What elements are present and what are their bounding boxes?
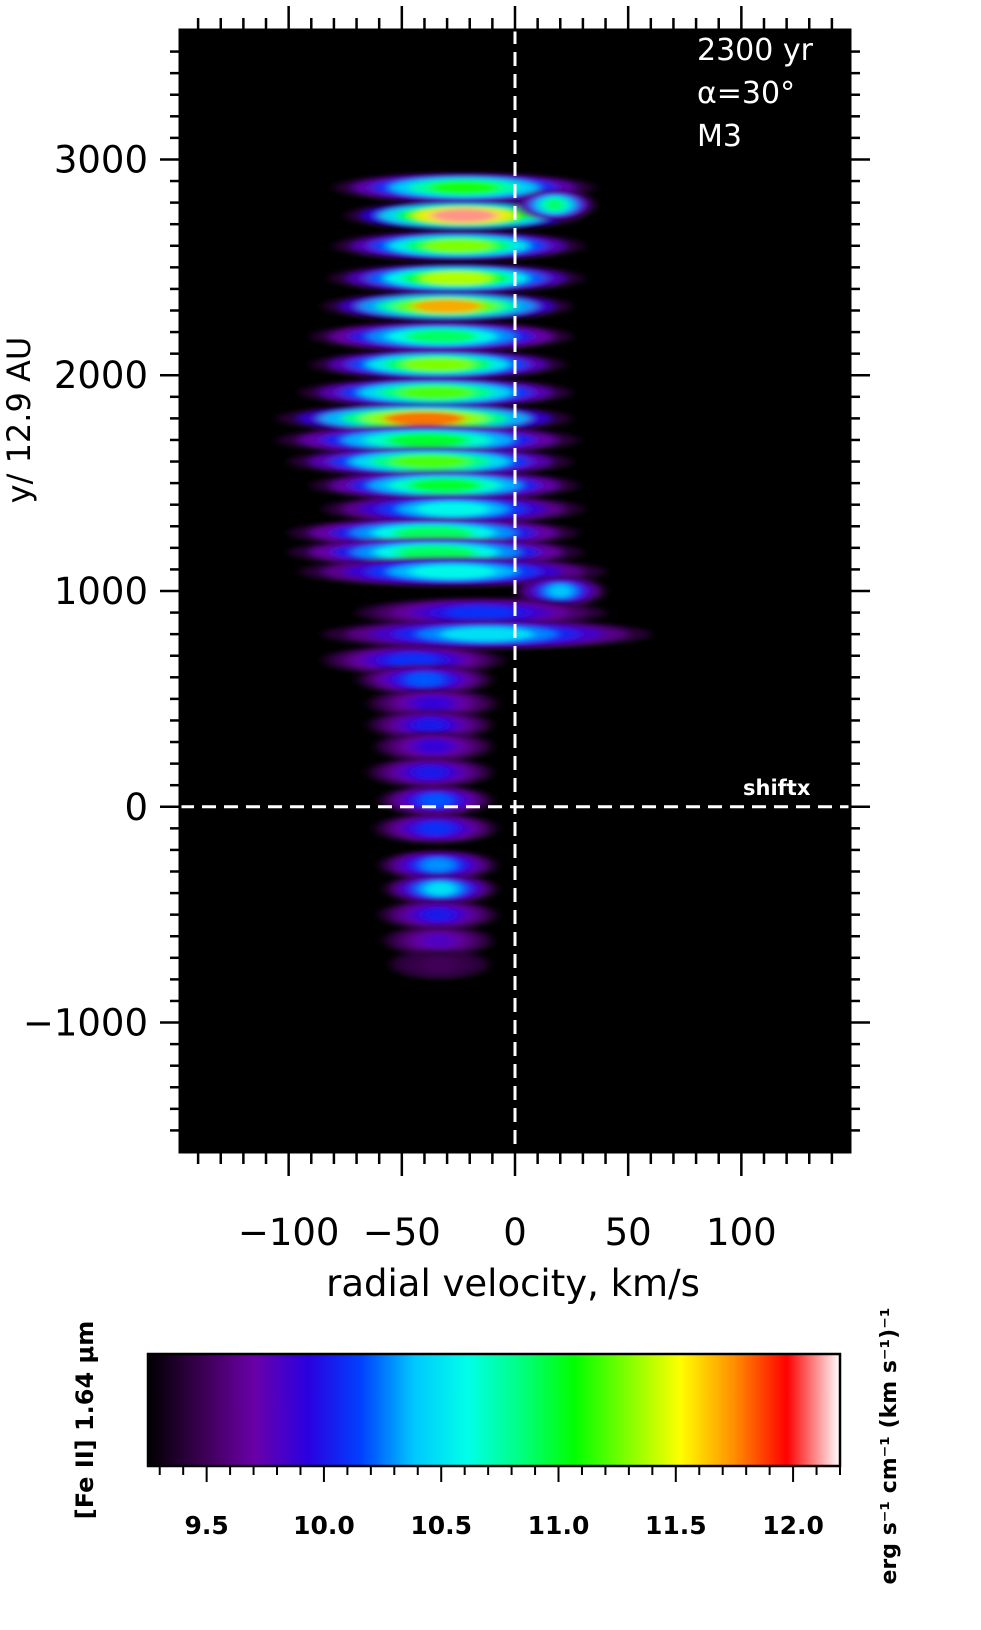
emission-band: [379, 850, 497, 881]
emission-contour: [418, 821, 453, 836]
emission-band: [311, 321, 572, 352]
emission-band: [367, 688, 497, 719]
emission-band: [277, 403, 572, 434]
reference-lines: [180, 30, 850, 1152]
emission-contour: [424, 882, 457, 896]
emission-band: [299, 556, 606, 587]
emission-contour: [430, 208, 498, 223]
emission-contour: [446, 605, 516, 620]
emission-band: [322, 619, 651, 650]
emission-contour: [412, 299, 482, 313]
emission-band: [367, 709, 493, 740]
y-tick-label: 3000: [54, 138, 148, 181]
emission-band: [288, 446, 572, 477]
x-tick-label: −100: [238, 1211, 340, 1254]
emission-contour: [385, 433, 471, 447]
emission-band: [322, 494, 583, 525]
emission-contour: [409, 564, 496, 579]
emission-contour: [422, 933, 454, 948]
emission-band: [311, 470, 579, 501]
colorbar-frame: [146, 1352, 842, 1468]
emission-band: [383, 873, 497, 904]
emission-contour: [440, 627, 533, 641]
emission-contour: [425, 957, 453, 972]
axes: −100 −50 0 50 100 −1000 0 1000 2000 3000: [23, 6, 870, 1254]
shiftx-label: shiftx: [743, 776, 811, 800]
emission-contour: [416, 502, 490, 516]
emission-contour: [397, 385, 474, 400]
colorbar-tick-label: 11.0: [528, 1511, 590, 1540]
emission-band: [379, 785, 493, 816]
emission-contour: [390, 454, 470, 469]
emission-contour: [427, 180, 501, 195]
emission-band: [356, 664, 493, 695]
emission-contour: [419, 793, 452, 808]
y-tick-label: 2000: [54, 354, 148, 397]
colorbar-label-right: erg s⁻¹ cm⁻¹ (km s⁻¹)⁻¹: [877, 1308, 902, 1585]
colorbar-tick-label: 10.5: [410, 1511, 472, 1540]
emission-contour: [412, 765, 448, 779]
emission-band: [515, 189, 595, 220]
emission-contour: [412, 718, 448, 732]
emission-band: [383, 925, 493, 956]
colorbar-tick-label: 10.0: [293, 1511, 355, 1540]
emission-band: [277, 424, 579, 455]
emission-band: [299, 377, 572, 408]
emission-contour: [421, 858, 455, 872]
colorbar-tick-label: 9.5: [184, 1511, 228, 1540]
emission-contour: [387, 653, 439, 667]
emission-contour: [543, 198, 566, 212]
x-tick-label: −50: [363, 1211, 441, 1254]
panel-time: 2300 yr: [697, 33, 814, 68]
emission-band: [374, 731, 493, 762]
emission-contour: [394, 545, 477, 559]
emission-contour: [420, 271, 492, 285]
emission-contour: [383, 411, 466, 426]
colorbar-ticks: 9.5 10.0 10.5 11.0 11.5 12.0: [158, 1466, 841, 1540]
emission-contour: [404, 329, 478, 344]
panel-angle: α=30°: [697, 76, 795, 111]
emission-contour: [402, 357, 474, 372]
emission-layer: [277, 172, 651, 980]
y-tick-label: 0: [124, 786, 148, 829]
y-tick-label: −1000: [23, 1002, 148, 1045]
emission-band: [374, 813, 497, 844]
emission-contour: [407, 478, 483, 493]
emission-band: [515, 576, 606, 606]
colorbar: [148, 1354, 840, 1466]
colorbar-tick-label: 12.0: [762, 1511, 824, 1540]
colorbar-tick-label: 11.5: [645, 1511, 707, 1540]
colorbar-label-left: [Fe II] 1.64 μm: [71, 1321, 99, 1519]
emission-band: [379, 899, 497, 930]
emission-contour: [417, 739, 450, 754]
emission-contour: [547, 584, 573, 598]
emission-contour: [421, 907, 455, 922]
y-tick-label: 1000: [54, 570, 148, 613]
emission-band: [390, 949, 488, 980]
x-axis-title: radial velocity, km/s: [326, 1262, 700, 1305]
panel-model: M3: [697, 119, 742, 154]
emission-band: [311, 349, 565, 380]
x-tick-label: 100: [706, 1211, 777, 1254]
emission-band: [322, 291, 572, 322]
emission-contour: [414, 696, 451, 710]
emission-contour: [423, 239, 494, 253]
emission-contour: [405, 672, 444, 687]
x-tick-label: 50: [605, 1211, 652, 1254]
y-axis-title: y/ 12.9 AU: [0, 337, 38, 504]
emission-band: [367, 757, 493, 788]
x-tick-label: 0: [503, 1211, 527, 1254]
emission-band: [329, 263, 583, 294]
emission-band: [333, 230, 583, 261]
emission-contour: [392, 525, 475, 540]
